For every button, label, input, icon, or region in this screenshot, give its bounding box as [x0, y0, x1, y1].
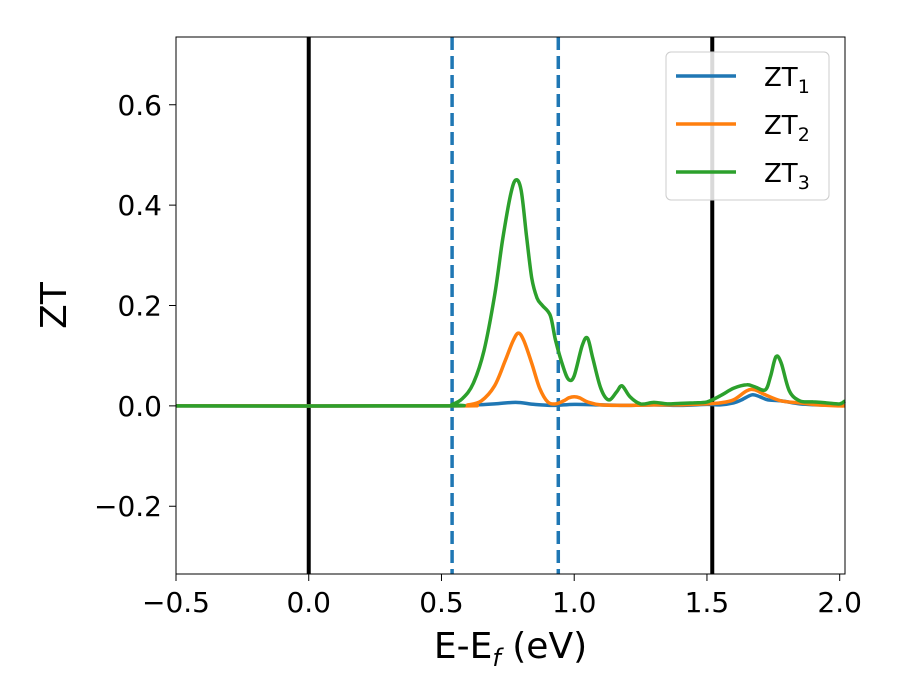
legend-label-zt3: ZT3: [764, 159, 810, 194]
series-line-zt2: [175, 331, 846, 408]
legend: ZT1 ZT2 ZT3: [665, 51, 830, 201]
x-axis-ticks: −0.5 0.0 0.5 1.0 1.5 2.0: [142, 574, 862, 619]
series-lines: [175, 178, 847, 408]
x-tick-label: −0.5: [142, 586, 210, 619]
x-tick-label: 1.0: [552, 586, 597, 619]
legend-label-zt2: ZT2: [764, 111, 810, 146]
y-tick-label: 0.6: [117, 89, 162, 122]
legend-label-zt1: ZT1: [764, 63, 810, 98]
legend-box: [665, 51, 830, 201]
x-tick-label: 0.0: [286, 586, 331, 619]
x-tick-label: 1.5: [685, 586, 730, 619]
x-axis-label-tail: (eV): [501, 626, 587, 667]
y-axis-ticks: −0.2 0.0 0.2 0.4 0.6: [94, 89, 176, 523]
y-axis-label: ZT: [34, 281, 75, 329]
y-tick-label: 0.0: [117, 390, 162, 423]
y-tick-label: 0.4: [117, 189, 162, 222]
x-axis-label: E-Ef (eV): [434, 626, 587, 672]
x-tick-label: 2.0: [817, 586, 862, 619]
x-tick-label: 0.5: [419, 586, 464, 619]
y-tick-label: 0.2: [117, 290, 162, 323]
x-axis-label-base: E-E: [434, 626, 492, 667]
series-line-zt3: [175, 178, 847, 408]
vertical-reference-lines: [306, 37, 715, 574]
y-tick-label: −0.2: [94, 490, 162, 523]
